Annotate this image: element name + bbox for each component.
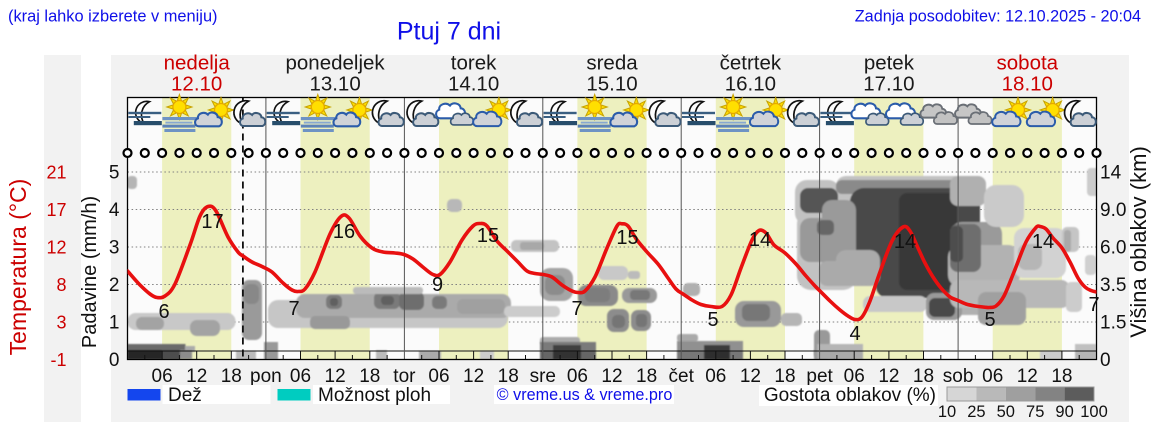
- svg-text:18.10: 18.10: [1002, 73, 1053, 96]
- svg-text:06: 06: [844, 366, 865, 387]
- svg-text:1.5: 1.5: [1100, 313, 1126, 334]
- svg-text:6.0: 6.0: [1100, 238, 1126, 259]
- svg-text:Dež: Dež: [168, 385, 202, 406]
- svg-text:0: 0: [109, 350, 120, 371]
- svg-text:18: 18: [913, 366, 934, 387]
- svg-text:14: 14: [749, 229, 771, 251]
- svg-text:Višina oblakov (km): Višina oblakov (km): [1126, 146, 1151, 338]
- svg-text:75: 75: [1026, 403, 1044, 421]
- svg-text:12.10: 12.10: [171, 73, 222, 96]
- svg-text:© vreme.us & vreme.pro: © vreme.us & vreme.pro: [497, 386, 673, 404]
- svg-text:Temperatura (°C): Temperatura (°C): [5, 179, 31, 356]
- svg-text:pet: pet: [806, 366, 833, 387]
- svg-text:12: 12: [740, 366, 761, 387]
- svg-text:06: 06: [428, 366, 449, 387]
- svg-text:Padavine (mm/h): Padavine (mm/h): [79, 196, 101, 348]
- svg-text:4: 4: [109, 200, 120, 221]
- svg-text:18: 18: [1051, 366, 1072, 387]
- svg-text:06: 06: [705, 366, 726, 387]
- svg-text:1: 1: [109, 313, 120, 334]
- svg-text:sre: sre: [530, 366, 556, 387]
- svg-text:8: 8: [56, 275, 66, 295]
- svg-text:18: 18: [636, 366, 657, 387]
- svg-text:3: 3: [109, 238, 120, 259]
- svg-text:Možnost ploh: Možnost ploh: [318, 385, 431, 406]
- svg-text:17: 17: [201, 211, 223, 233]
- svg-text:25: 25: [967, 403, 985, 421]
- svg-text:12: 12: [325, 366, 346, 387]
- svg-text:9.0: 9.0: [1100, 200, 1126, 221]
- svg-text:sob: sob: [943, 366, 974, 387]
- svg-text:9: 9: [432, 274, 443, 296]
- svg-text:16: 16: [333, 221, 355, 243]
- svg-text:12: 12: [46, 238, 66, 258]
- svg-text:3: 3: [56, 313, 66, 333]
- svg-text:100: 100: [1080, 403, 1108, 421]
- svg-text:12: 12: [878, 366, 899, 387]
- svg-text:14: 14: [894, 231, 916, 253]
- svg-text:50: 50: [997, 403, 1015, 421]
- svg-text:15: 15: [616, 227, 638, 249]
- svg-text:nedelja: nedelja: [164, 52, 231, 75]
- svg-text:12: 12: [1017, 366, 1038, 387]
- svg-text:čet: čet: [669, 366, 695, 387]
- svg-text:petek: petek: [864, 52, 915, 75]
- svg-text:7: 7: [571, 298, 582, 320]
- svg-text:12: 12: [463, 366, 484, 387]
- svg-text:13.10: 13.10: [309, 73, 360, 96]
- svg-text:14: 14: [1032, 231, 1054, 253]
- svg-text:tor: tor: [393, 366, 416, 387]
- svg-text:sobota: sobota: [997, 52, 1059, 75]
- svg-text:90: 90: [1055, 403, 1073, 421]
- svg-text:5: 5: [984, 309, 995, 331]
- svg-text:17: 17: [46, 200, 66, 220]
- svg-text:0: 0: [1100, 350, 1111, 371]
- svg-text:ponedeljek: ponedeljek: [286, 52, 386, 75]
- svg-text:18: 18: [774, 366, 795, 387]
- svg-text:četrtek: četrtek: [720, 52, 782, 75]
- svg-text:6: 6: [158, 301, 169, 323]
- svg-text:Gostota oblakov (%): Gostota oblakov (%): [764, 385, 936, 406]
- svg-text:10: 10: [938, 403, 956, 421]
- svg-text:-1: -1: [50, 350, 66, 370]
- svg-text:torek: torek: [451, 52, 497, 75]
- svg-text:06: 06: [567, 366, 588, 387]
- svg-text:06: 06: [290, 366, 311, 387]
- svg-text:21: 21: [46, 163, 66, 183]
- svg-text:5: 5: [109, 163, 120, 184]
- svg-text:3.5: 3.5: [1100, 275, 1126, 296]
- svg-text:Ptuj 7 dni: Ptuj 7 dni: [397, 18, 501, 46]
- svg-text:14.10: 14.10: [448, 73, 499, 96]
- svg-text:5: 5: [707, 309, 718, 331]
- svg-text:2: 2: [109, 275, 120, 296]
- svg-text:06: 06: [982, 366, 1003, 387]
- svg-text:7: 7: [288, 298, 299, 320]
- svg-text:12: 12: [601, 366, 622, 387]
- svg-text:pon: pon: [250, 366, 282, 387]
- svg-text:17.10: 17.10: [863, 73, 914, 96]
- svg-text:Zadnja posodobitev: 12.10.2025: Zadnja posodobitev: 12.10.2025 - 20:04: [855, 8, 1141, 26]
- svg-text:12: 12: [186, 366, 207, 387]
- svg-text:18: 18: [221, 366, 242, 387]
- svg-text:16.10: 16.10: [725, 73, 776, 96]
- svg-text:14: 14: [1100, 163, 1122, 184]
- svg-text:15: 15: [477, 225, 499, 247]
- svg-text:18: 18: [359, 366, 380, 387]
- svg-text:4: 4: [849, 323, 860, 345]
- svg-text:sreda: sreda: [586, 52, 638, 75]
- svg-text:(kraj lahko izberete v meniju): (kraj lahko izberete v meniju): [8, 8, 218, 26]
- svg-text:18: 18: [498, 366, 519, 387]
- svg-text:7: 7: [1088, 294, 1099, 316]
- svg-text:06: 06: [152, 366, 173, 387]
- svg-text:15.10: 15.10: [586, 73, 637, 96]
